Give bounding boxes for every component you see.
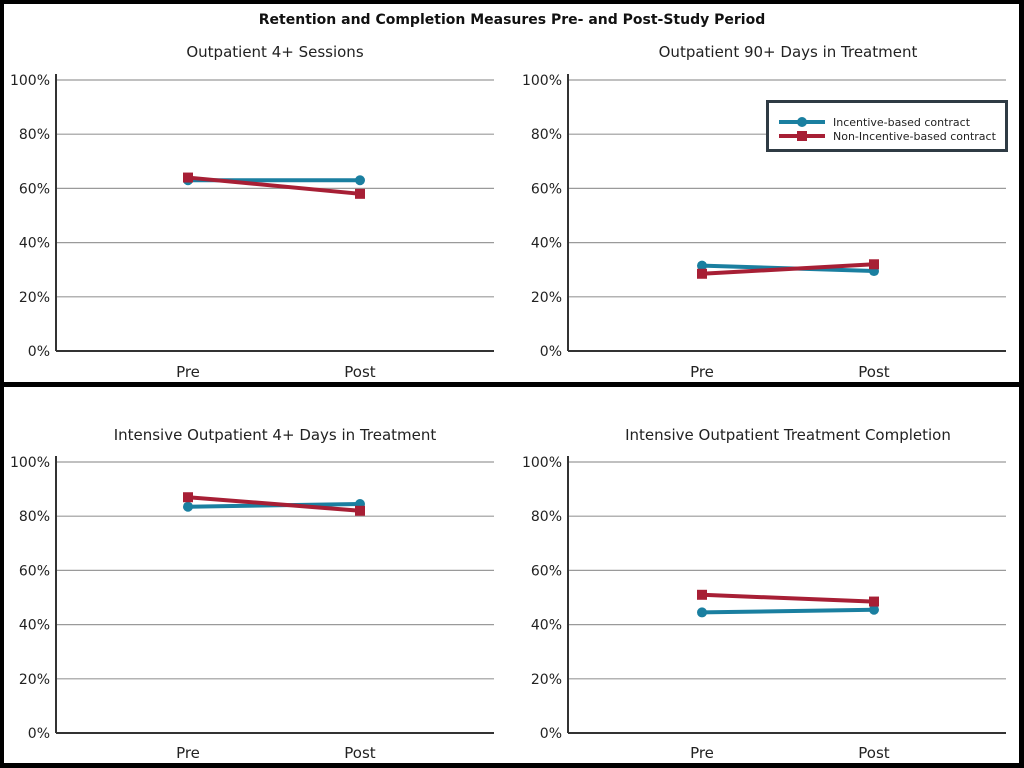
legend-item-incentive: Incentive-based contract: [779, 115, 970, 129]
data-point-non-incentive: [183, 172, 193, 183]
figure-title: Retention and Completion Measures Pre- a…: [258, 12, 766, 28]
series-line-non-incentive: [701, 262, 875, 276]
x-category-label: Pre: [690, 363, 714, 381]
y-tick-label: 40%: [531, 618, 562, 634]
data-point-incentive: [697, 607, 707, 618]
y-tick-label: 100%: [522, 455, 562, 471]
y-tick-label: 80%: [531, 509, 562, 525]
chart-4: Intensive Outpatient Treatment Completio…: [522, 426, 1006, 762]
y-tick-label: 80%: [531, 127, 562, 143]
chart-title: Intensive Outpatient Treatment Completio…: [625, 426, 951, 444]
y-tick-label: 0%: [540, 344, 562, 360]
series-line-non-incentive: [187, 175, 361, 196]
x-category-label: Pre: [176, 363, 200, 381]
data-point-non-incentive: [697, 589, 707, 600]
data-point-incentive: [869, 604, 879, 615]
y-tick-label: 60%: [19, 563, 50, 579]
x-category-label: Pre: [690, 744, 714, 762]
y-tick-label: 40%: [19, 236, 50, 252]
y-tick-label: 80%: [19, 127, 50, 143]
data-point-non-incentive: [355, 188, 365, 199]
series-line-non-incentive: [701, 592, 875, 604]
chart-2: Outpatient 90+ Days in Treatment 0% 20% 40%…: [522, 43, 1006, 381]
x-category-label: Post: [858, 744, 890, 762]
series-line-incentive: [701, 607, 875, 615]
y-tick-label: 100%: [10, 455, 50, 471]
y-tick-label: 20%: [19, 672, 50, 688]
x-category-label: Post: [344, 363, 376, 381]
data-point-non-incentive: [869, 259, 879, 270]
top-panel: [4, 4, 1019, 382]
legend-swatch-incentive: [779, 115, 825, 129]
y-tick-label: 0%: [28, 344, 50, 360]
data-point-incentive: [355, 175, 365, 186]
data-point-non-incentive: [355, 505, 365, 516]
y-tick-label: 100%: [522, 73, 562, 89]
legend-label-non-incentive: Non-Incentive-based contract: [833, 129, 996, 143]
y-tick-label: 80%: [19, 509, 50, 525]
y-tick-label: 20%: [531, 672, 562, 688]
series-line-non-incentive: [187, 495, 361, 513]
bottom-panel: [4, 387, 1019, 763]
y-tick-label: 40%: [531, 236, 562, 252]
chart-title: Outpatient 90+ Days in Treatment: [659, 43, 918, 61]
data-point-incentive: [697, 260, 707, 271]
data-point-non-incentive: [183, 492, 193, 503]
legend-label-incentive: Incentive-based contract: [833, 115, 971, 129]
y-tick-label: 0%: [540, 726, 562, 742]
chart-3: Intensive Outpatient 4+ Days in Treatmen…: [10, 426, 494, 762]
y-tick-label: 60%: [531, 563, 562, 579]
y-tick-label: 20%: [531, 290, 562, 306]
data-point-incentive: [183, 501, 193, 512]
y-tick-label: 100%: [10, 73, 50, 89]
y-tick-label: 20%: [19, 290, 50, 306]
legend-swatch-non-incentive: [779, 129, 825, 143]
legend: Incentive-based contract Non-Incentive-b…: [766, 100, 1008, 152]
data-point-non-incentive: [869, 596, 879, 607]
x-category-label: Post: [344, 744, 376, 762]
x-category-label: Post: [858, 363, 890, 381]
x-category-label: Pre: [176, 744, 200, 762]
y-tick-label: 60%: [531, 181, 562, 197]
chart-1: Outpatient 4+ Sessions 0% 20% 40% 60% 80% 100%…: [10, 43, 494, 381]
chart-title: Outpatient 4+ Sessions: [186, 43, 363, 61]
y-tick-label: 0%: [28, 726, 50, 742]
legend-item-non-incentive: Non-Incentive-based contract: [779, 129, 996, 143]
y-tick-label: 40%: [19, 618, 50, 634]
y-tick-label: 60%: [19, 181, 50, 197]
data-point-non-incentive: [697, 268, 707, 279]
chart-title: Intensive Outpatient 4+ Days in Treatmen…: [114, 426, 437, 444]
